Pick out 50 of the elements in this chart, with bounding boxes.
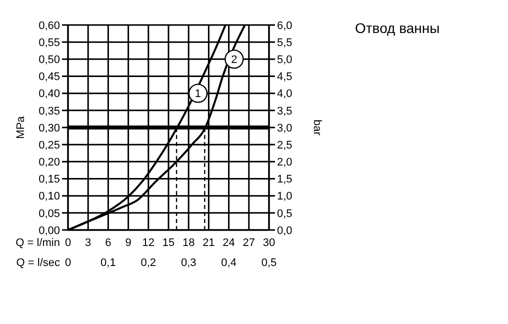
y-tick-label: 0,25 xyxy=(38,139,60,152)
y-tick-label: 0,15 xyxy=(38,174,60,186)
y-tick-label: 0,30 xyxy=(38,122,60,134)
x2-tick-label: 0,5 xyxy=(261,257,277,269)
x-tick-label: 24 xyxy=(222,236,235,249)
annotation: 2 xyxy=(231,54,238,66)
y-tick-label: 0,10 xyxy=(38,190,60,203)
y-tick-label: 0,20 xyxy=(38,156,60,169)
x-axis-title: Q = l/min xyxy=(16,237,60,249)
y2-tick-label: 6,0 xyxy=(277,20,292,32)
y2-tick-label: 1,0 xyxy=(277,190,292,203)
x2-tick-label: 0,3 xyxy=(180,257,196,269)
y2-axis-title: bar xyxy=(311,120,324,136)
y-tick-label: 0,05 xyxy=(38,208,60,220)
y2-tick-label: 2,0 xyxy=(277,156,292,169)
x2-tick-label: 0,2 xyxy=(140,257,156,269)
x-tick-label: 27 xyxy=(242,236,256,249)
annotation: 1 xyxy=(194,88,202,100)
y2-tick-label: 4,0 xyxy=(277,88,292,100)
x-tick-label: 3 xyxy=(85,236,92,249)
y-tick-label: 0,60 xyxy=(38,20,60,32)
x-tick-label: 9 xyxy=(125,236,132,249)
y-axis-title: MPa xyxy=(14,115,27,139)
y2-tick-label: 0,5 xyxy=(277,208,292,220)
x-tick-label: 6 xyxy=(105,236,112,249)
y2-tick-label: 4,5 xyxy=(277,71,292,84)
x2-tick-label: 0,1 xyxy=(100,257,116,269)
y2-tick-label: 5,5 xyxy=(277,36,292,49)
x-tick-label: 15 xyxy=(162,236,175,249)
x2-axis-title: Q = l/sec xyxy=(16,257,60,269)
y-tick-label: 0,00 xyxy=(38,224,60,237)
y2-tick-label: 3,5 xyxy=(277,105,292,118)
y-tick-label: 0,45 xyxy=(38,71,60,84)
x-tick-label: 18 xyxy=(182,236,195,249)
y2-tick-label: 1,5 xyxy=(277,174,292,186)
x2-tick-label: 0,4 xyxy=(221,257,236,269)
x2-tick-label: 0 xyxy=(64,257,72,269)
y2-tick-label: 2,5 xyxy=(277,139,292,152)
y-tick-label: 0,50 xyxy=(38,54,60,66)
y2-tick-label: 0,0 xyxy=(277,224,292,237)
y-tick-label: 0,55 xyxy=(38,36,60,49)
y-tick-label: 0,35 xyxy=(38,105,60,118)
y2-tick-label: 5,0 xyxy=(277,54,292,66)
x-tick-label: 30 xyxy=(262,236,276,249)
y-tick-label: 0,40 xyxy=(38,88,60,100)
y2-tick-label: 3,0 xyxy=(277,122,292,134)
x-tick-label: 12 xyxy=(142,236,155,249)
text: Отвод ванны xyxy=(355,20,440,36)
x-tick-label: 21 xyxy=(202,236,215,249)
x-tick-label: 0 xyxy=(64,236,72,249)
